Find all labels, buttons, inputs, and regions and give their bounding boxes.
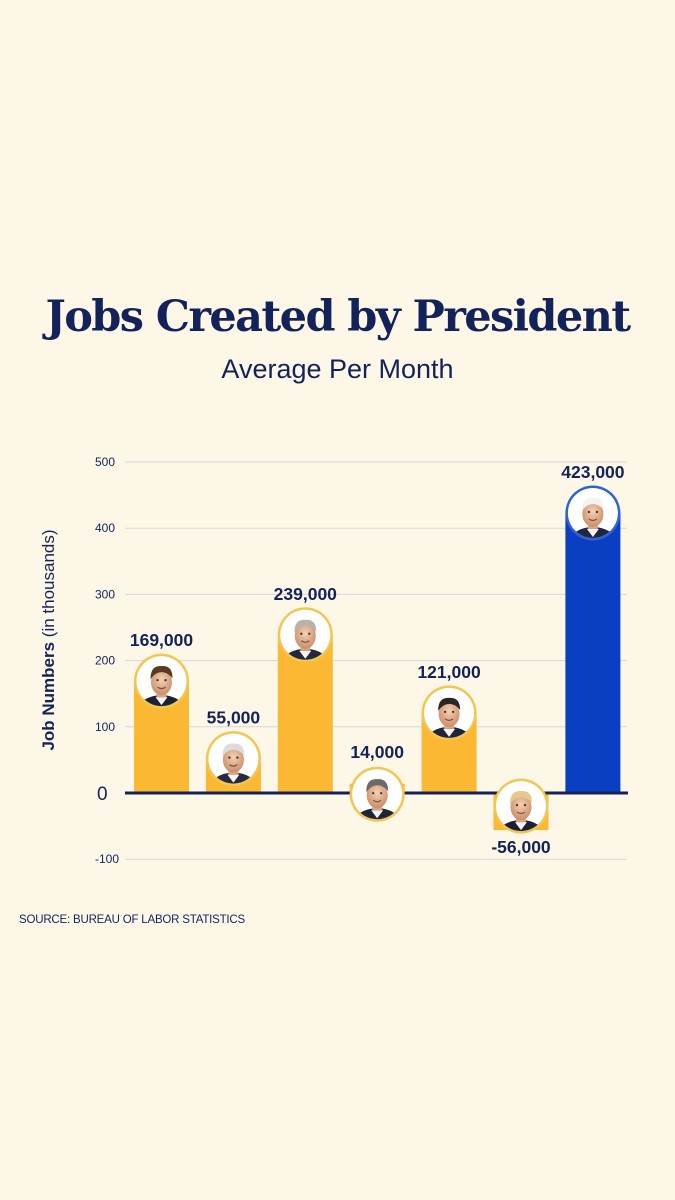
portrait-hair [366,779,389,793]
portrait-eye [523,803,527,807]
y-axis-label-unit: (in thousands) [39,529,58,637]
portrait-shirt [371,810,384,819]
data-labels: 169,000 55,000 239,000 14,000 121,000 -56,000… [130,462,625,857]
portrait-face [582,500,604,527]
portrait-eye [452,710,455,713]
portrait-face [438,700,460,727]
bar-value-label: 55,000 [207,708,261,728]
portrait-mouth [300,640,310,643]
portrait-shirt [443,728,456,737]
y-axis-label: Job Numbers (in thousands) [39,529,58,750]
president-portrait [205,731,261,787]
y-tick-label: 0 [97,784,108,805]
portrait-face [366,782,388,809]
portrait-face [151,669,172,696]
portrait-hair [222,743,245,757]
portrait-eye [300,632,303,635]
president-portrait [565,485,621,541]
portrait-shirt [299,650,312,659]
president-portrait [493,778,549,834]
portrait-face [222,746,244,773]
y-axis-label-main: Job Numbers [39,642,58,751]
y-tick-label: 100 [95,720,115,734]
portrait-hair [438,697,461,711]
bar-value-label: 121,000 [417,662,481,682]
bar [565,512,621,793]
source-note: SOURCE: BUREAU OF LABOR STATISTICS [19,914,246,926]
bar-value-label: 14,000 [350,742,404,762]
bar-value-label: 423,000 [561,462,625,482]
portrait-eye [308,632,311,635]
portrait-mouth [588,518,598,522]
y-tick-label: 300 [95,587,115,601]
chart-title: Jobs Created by President [45,292,631,342]
portrait-hair [510,791,532,805]
y-tick-label: 200 [95,654,115,668]
bar-value-label: 169,000 [130,630,194,650]
portrait-eye [587,510,591,514]
portrait-eye [372,792,375,795]
portrait-eye [228,756,231,759]
gridlines [125,461,627,860]
y-tick-label: 500 [95,455,115,469]
portrait-mouth [372,799,382,803]
portrait-hair [150,666,173,680]
portrait-hair [294,619,317,633]
portrait-shirt [227,774,240,783]
portrait-eye [380,792,383,795]
portrait-eye [595,510,599,514]
y-tick-label: 400 [95,521,115,535]
portrait-eye [164,679,167,682]
portrait-shirt [586,528,599,537]
portrait-mouth [444,718,454,721]
portrait-eye [156,679,159,682]
portraits [134,485,621,834]
president-portrait [349,766,405,822]
portrait-face [510,794,532,821]
portrait-eye [236,756,239,759]
portrait-mouth [157,686,166,690]
portrait-mouth [229,764,238,767]
chart-subtitle: Average Per Month [221,354,454,384]
portrait-shirt [515,822,527,831]
portrait-eye [515,803,519,807]
portrait-eye [444,710,447,713]
y-tick-label: -100 [95,852,119,866]
bar-value-label: 239,000 [274,584,338,604]
president-portrait [277,607,333,663]
bar-value-label: -56,000 [491,837,551,857]
portrait-shirt [155,697,168,706]
portrait-hair [581,497,604,511]
president-portrait [134,653,189,709]
president-portrait [421,685,477,741]
portrait-mouth [516,811,526,815]
portrait-face [294,622,316,649]
